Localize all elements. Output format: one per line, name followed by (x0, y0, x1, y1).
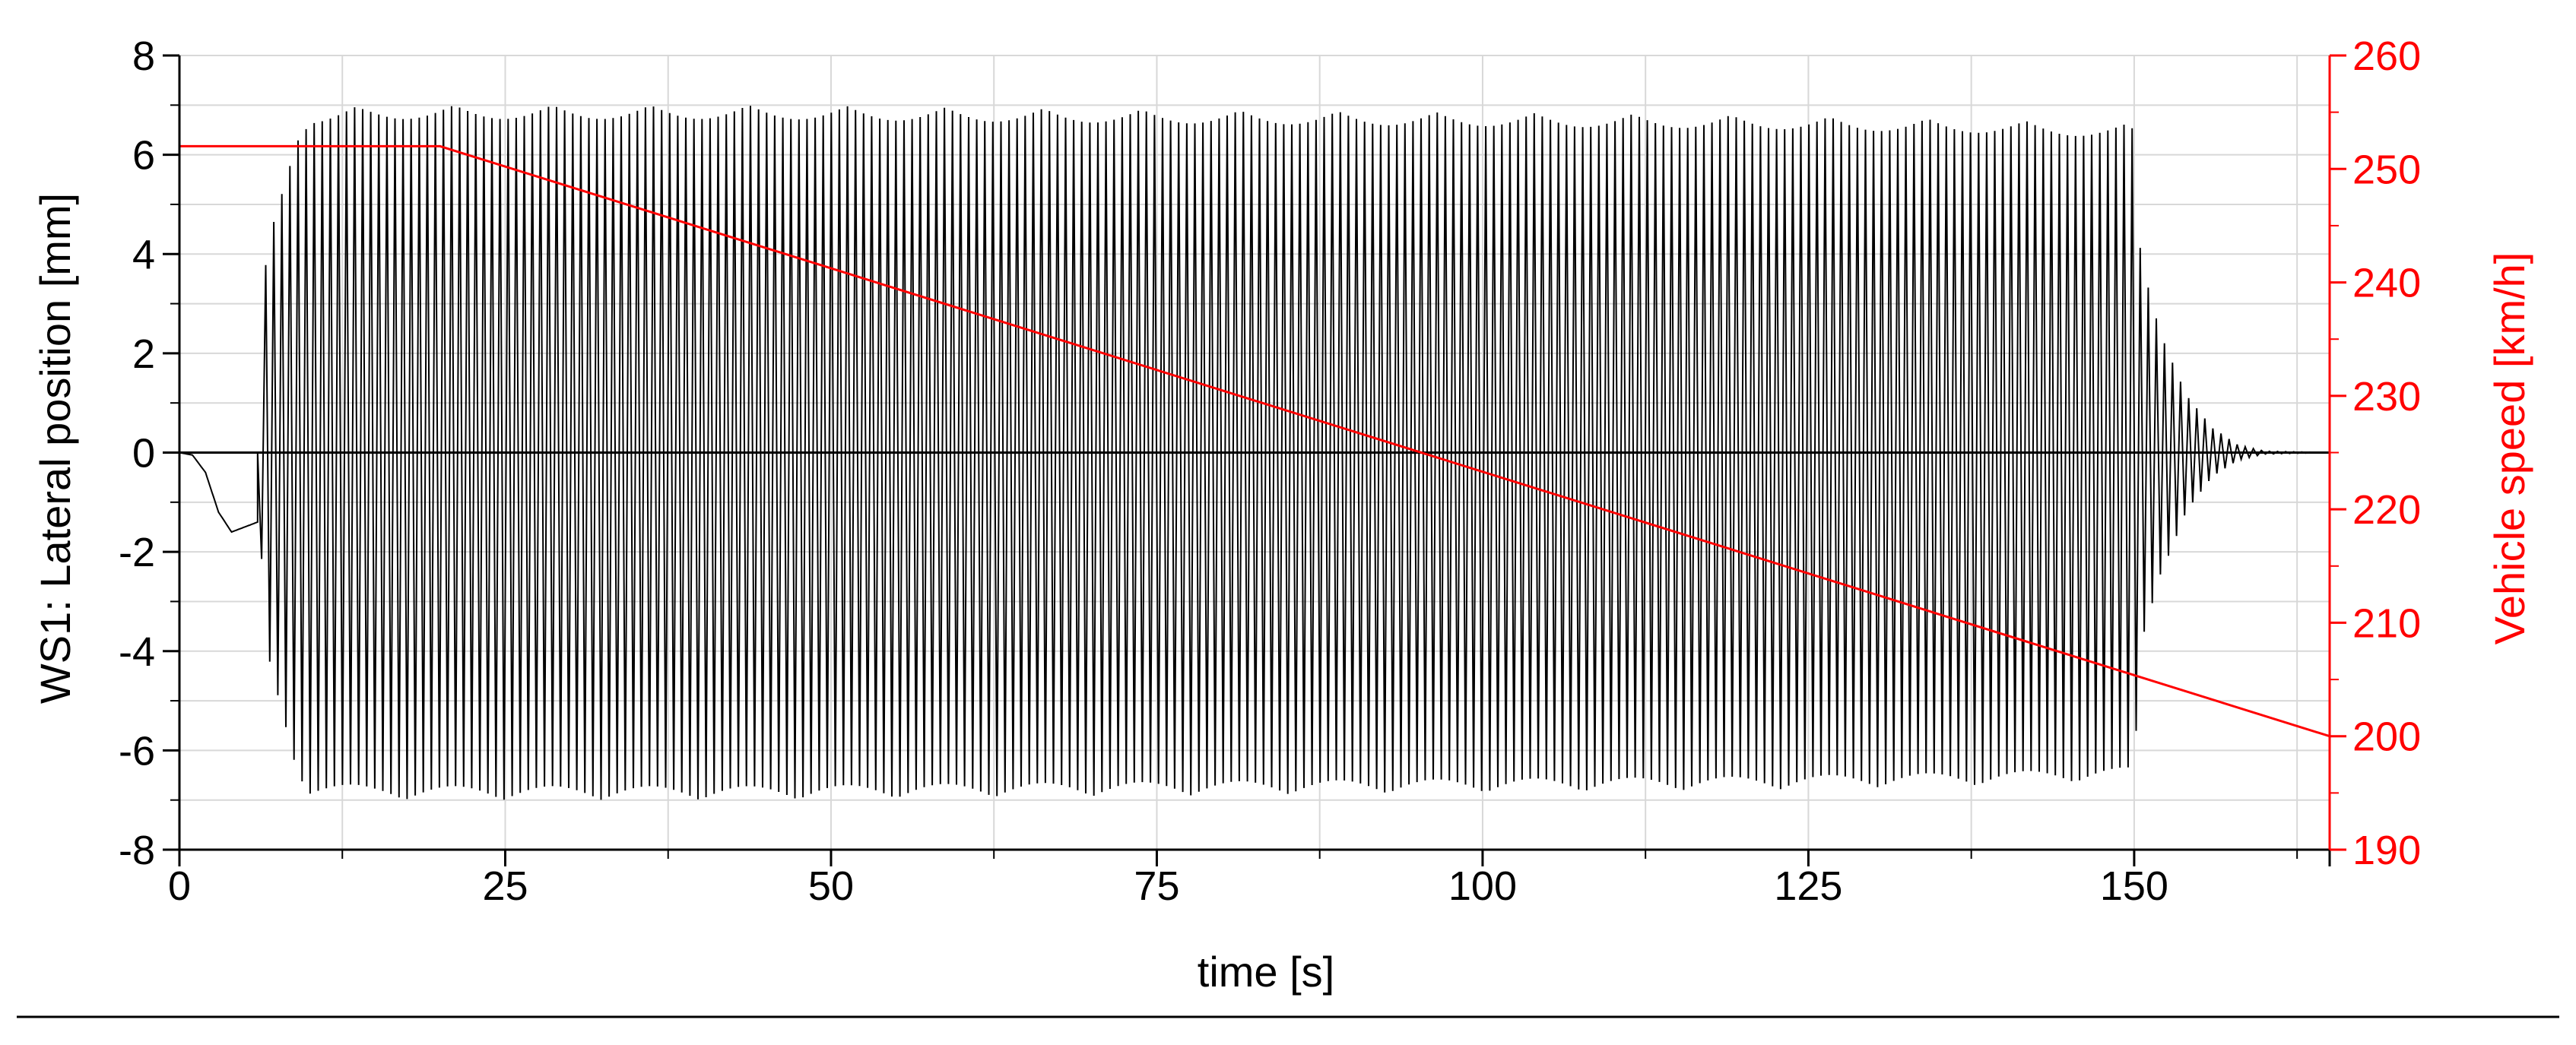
y-right-tick-label: 230 (2352, 374, 2421, 420)
axes: 0 25 50 75 100 125 150 -8 -6 -4 -2 0 2 4 6 8 190 200 210 22… (119, 33, 2421, 909)
series-layer (179, 106, 2330, 800)
x-tick-label: 100 (1448, 863, 1517, 909)
y-left-tick-label: 6 (132, 133, 155, 179)
y-left-tick-label: 4 (132, 232, 155, 277)
x-tick-label: 150 (2100, 863, 2168, 909)
y-axis-left-label: WS1: Lateral position [mm] (31, 193, 79, 704)
y-right-tick-label: 240 (2352, 261, 2421, 306)
y-right-tick-label: 260 (2352, 33, 2421, 79)
y-right-tick-label: 200 (2352, 714, 2421, 760)
x-tick-label: 125 (1774, 863, 1842, 909)
x-axis-label: time [s] (1198, 948, 1334, 996)
y-left-tick-label: -2 (119, 530, 155, 575)
y-right-tick-label: 210 (2352, 600, 2421, 646)
y-axis-right-label: Vehicle speed [km/h] (2486, 252, 2533, 645)
y-left-tick-label: -4 (119, 629, 155, 675)
y-left-tick-label: -8 (119, 828, 155, 873)
x-tick-label: 0 (168, 863, 191, 909)
series-vehicle-speed (179, 144, 2330, 738)
y-left-tick-label: 8 (132, 33, 155, 79)
y-right-tick-label: 190 (2352, 828, 2421, 873)
x-tick-label: 50 (808, 863, 854, 909)
x-tick-label: 25 (482, 863, 528, 909)
labels: time [s] WS1: Lateral position [mm] Vehi… (31, 193, 2533, 996)
y-right-tick-label: 250 (2352, 147, 2421, 192)
y-left-tick-label: 0 (132, 431, 155, 477)
y-left-tick-label: -6 (119, 728, 155, 774)
x-tick-label: 75 (1134, 863, 1179, 909)
y-left-tick-label: 2 (132, 331, 155, 377)
y-right-tick-label: 220 (2352, 487, 2421, 533)
